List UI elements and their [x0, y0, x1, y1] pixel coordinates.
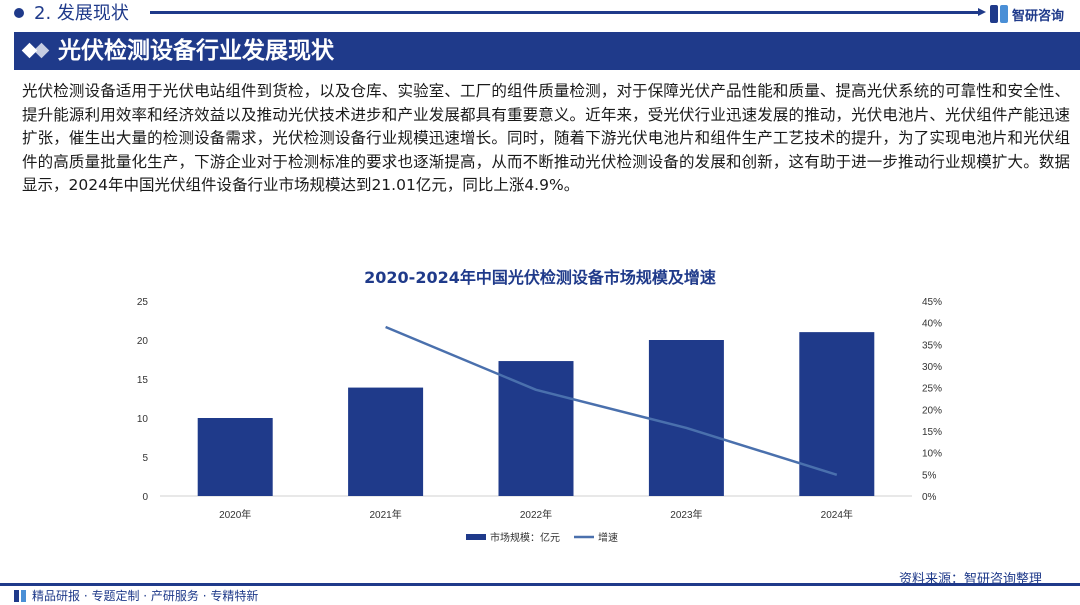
growth-line	[385, 325, 838, 476]
bar-4	[648, 340, 724, 496]
y-left-tick-label: 20	[137, 336, 149, 347]
bar-2	[348, 387, 424, 496]
y-right-tick-label: 10%	[922, 449, 942, 460]
bar-5	[799, 332, 875, 496]
footer-tagline: 精品研报 · 专题定制 · 产研服务 · 专精特新	[14, 587, 258, 604]
x-tick-label: 2023年	[670, 508, 702, 521]
page-title: 光伏检测设备行业发展现状	[58, 38, 334, 64]
y-left-tick-label: 10	[137, 414, 149, 425]
y-left-tick-label: 25	[137, 297, 149, 308]
y-right-tick-label: 0%	[922, 492, 937, 503]
y-left-tick-label: 0	[142, 492, 148, 503]
y-left-tick-label: 5	[142, 453, 148, 464]
logo-icon	[990, 5, 1008, 23]
y-right-tick-label: 15%	[922, 427, 942, 438]
intro-paragraph: 光伏检测设备适用于光伏电站组件到货检，以及仓库、实验室、工厂的组件质量检测，对于…	[22, 82, 1070, 194]
x-tick-label: 2020年	[219, 508, 251, 521]
y-left-tick-label: 15	[137, 375, 149, 386]
section-header: 2. 发展现状 智研咨询	[0, 0, 1080, 30]
x-tick-label: 2022年	[520, 508, 552, 521]
footer-divider	[0, 583, 1080, 586]
section-bullet-icon	[14, 8, 24, 18]
market-size-chart: 0 5 10 15 20 25 0% 5% 10% 15% 20% 25% 30% 35% 40% 45% 20…	[137, 297, 942, 544]
logo-text: 智研咨询	[1012, 8, 1065, 24]
x-tick-label: 2024年	[821, 508, 853, 521]
legend-line-label: 增速	[598, 531, 618, 544]
y-right-tick-label: 20%	[922, 405, 942, 416]
title-banner: 光伏检测设备行业发展现状	[14, 32, 1080, 70]
chart-title: 2020-2024年中国光伏检测设备市场规模及增速	[364, 268, 716, 287]
bar-1	[197, 418, 273, 496]
y-right-tick-label: 35%	[922, 340, 942, 351]
footer-logo-icon	[14, 589, 26, 602]
section-title: 2. 发展现状	[34, 3, 129, 24]
legend-bar-label: 市场规模：亿元	[490, 531, 560, 544]
x-tick-label: 2021年	[369, 508, 401, 521]
brand-logo: 智研咨询	[990, 4, 1064, 24]
footer-tagline-text: 精品研报 · 专题定制 · 产研服务 · 专精特新	[32, 589, 259, 603]
bar-3	[498, 361, 574, 496]
y-right-tick-label: 30%	[922, 362, 942, 373]
legend-bar-swatch	[466, 534, 486, 540]
y-right-tick-label: 40%	[922, 319, 942, 330]
y-right-tick-label: 25%	[922, 384, 942, 395]
double-diamond-icon	[21, 42, 50, 60]
y-right-tick-label: 45%	[922, 297, 942, 308]
section-divider	[150, 8, 986, 16]
y-right-tick-label: 5%	[922, 470, 937, 481]
